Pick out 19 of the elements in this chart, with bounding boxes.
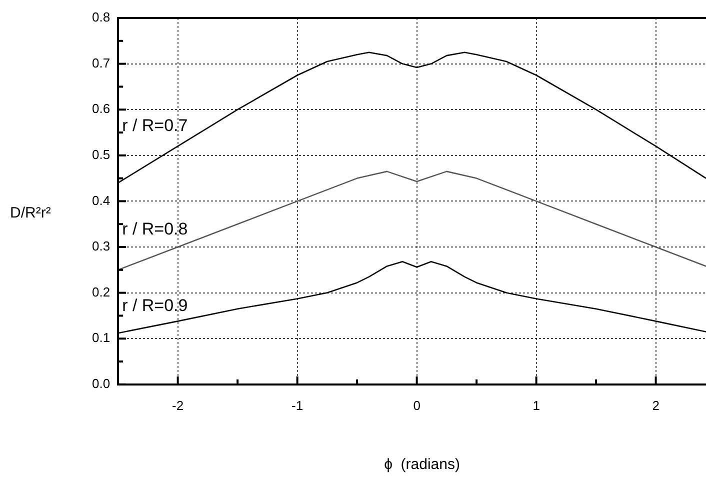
y-tick-label: 0.5 [92,146,110,162]
y-tick-label: 0.0 [92,376,110,391]
series-label: r / R=0.9 [122,296,188,315]
y-tick-label: 0.8 [92,10,110,25]
x-tick-label: -1 [292,398,304,413]
x-axis-title: ϕ (radians) [384,456,460,474]
x-tick-label: -2 [172,398,184,413]
y-tick-label: 0.4 [92,192,110,208]
series-label: r / R=0.7 [122,116,188,136]
y-tick-label: 0.2 [92,284,110,300]
x-tick-label: 1 [532,398,540,413]
y-tick-label: 0.7 [92,55,110,70]
y-tick-label: 0.6 [92,101,110,116]
y-tick-label: 0.1 [92,330,110,346]
y-tick-label: 0.3 [92,238,110,254]
x-tick-label: 2 [652,398,660,413]
x-tick-label: 0 [413,398,420,413]
series-label: r / R=0.8 [122,220,188,239]
y-axis-title: D/R²r² [10,204,51,222]
